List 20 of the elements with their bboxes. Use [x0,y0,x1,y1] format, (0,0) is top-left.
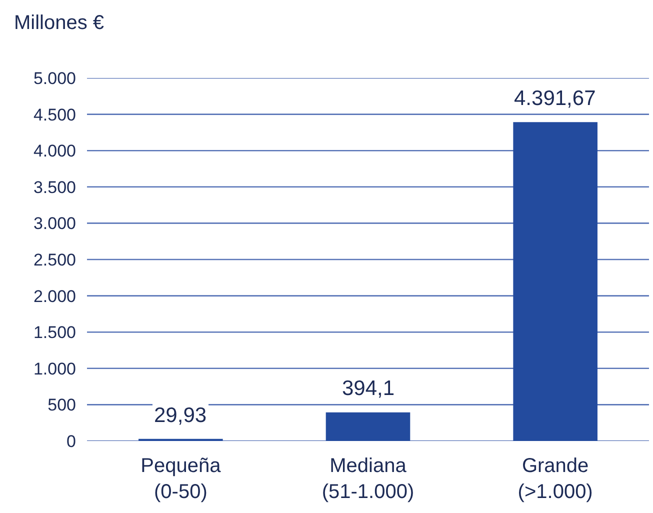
y-axis-title: Millones € [14,12,104,34]
y-tick-label: 0 [66,432,76,451]
y-tick-label: 4.000 [33,142,76,161]
x-tick-label: Grande (>1.000) [518,455,593,503]
y-tick-label: 5.000 [33,68,76,88]
y-tick-label: 1.500 [33,323,76,342]
y-tick-label: 500 [48,396,76,415]
data-label: 29,93 [154,404,207,427]
data-label: 4.391,67 [514,87,596,110]
bar [326,412,410,441]
y-tick-label: 2.000 [33,286,76,306]
x-tick-label: Mediana (51-1.000) [322,455,414,503]
y-tick-label: 4.500 [33,105,76,124]
y-tick-label: 3.000 [33,214,76,234]
bar [513,122,598,441]
data-label: 394,1 [342,377,395,400]
x-tick-label: Pequeña (0-50) [140,455,222,503]
y-tick-label: 2.500 [33,250,76,270]
y-tick-label: 1.000 [33,359,76,378]
y-tick-label: 3.500 [33,178,76,197]
